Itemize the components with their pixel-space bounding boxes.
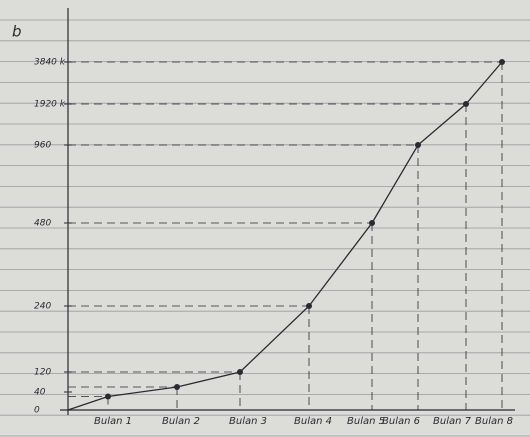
y-tick-label: 120	[34, 368, 51, 378]
x-tick-label: Bulan 3	[229, 416, 267, 427]
y-tick-label: 240	[34, 302, 51, 312]
ruled-lines	[0, 19, 530, 437]
point	[499, 59, 505, 65]
x-tick-label: Bulan 5	[347, 416, 385, 427]
point	[306, 303, 312, 309]
x-tick-label: Bulan 8	[475, 416, 513, 427]
y-tick-label: 1920 k	[34, 100, 66, 110]
point	[463, 101, 469, 107]
point	[174, 384, 180, 390]
point	[415, 142, 421, 148]
x-tick-label: Bulan 2	[162, 416, 200, 427]
y-tick-label: 960	[34, 141, 51, 151]
y-tick-label: 0	[34, 406, 40, 416]
y-tick-label: 40	[34, 388, 46, 398]
point	[369, 220, 375, 226]
x-tick-label: Bulan 7	[433, 416, 472, 427]
origin-segment	[67, 395, 109, 411]
chart-title: b	[12, 23, 22, 41]
line	[107, 61, 503, 398]
y-tick-label: 480	[34, 219, 51, 229]
x-tick-label: Bulan 1	[94, 416, 132, 427]
point	[237, 369, 243, 375]
y-tick-label: 3840 k	[34, 58, 66, 68]
point	[105, 393, 111, 400]
x-tick-label: Bulan 4	[294, 416, 332, 427]
x-tick-label: Bulan 6	[382, 416, 420, 427]
